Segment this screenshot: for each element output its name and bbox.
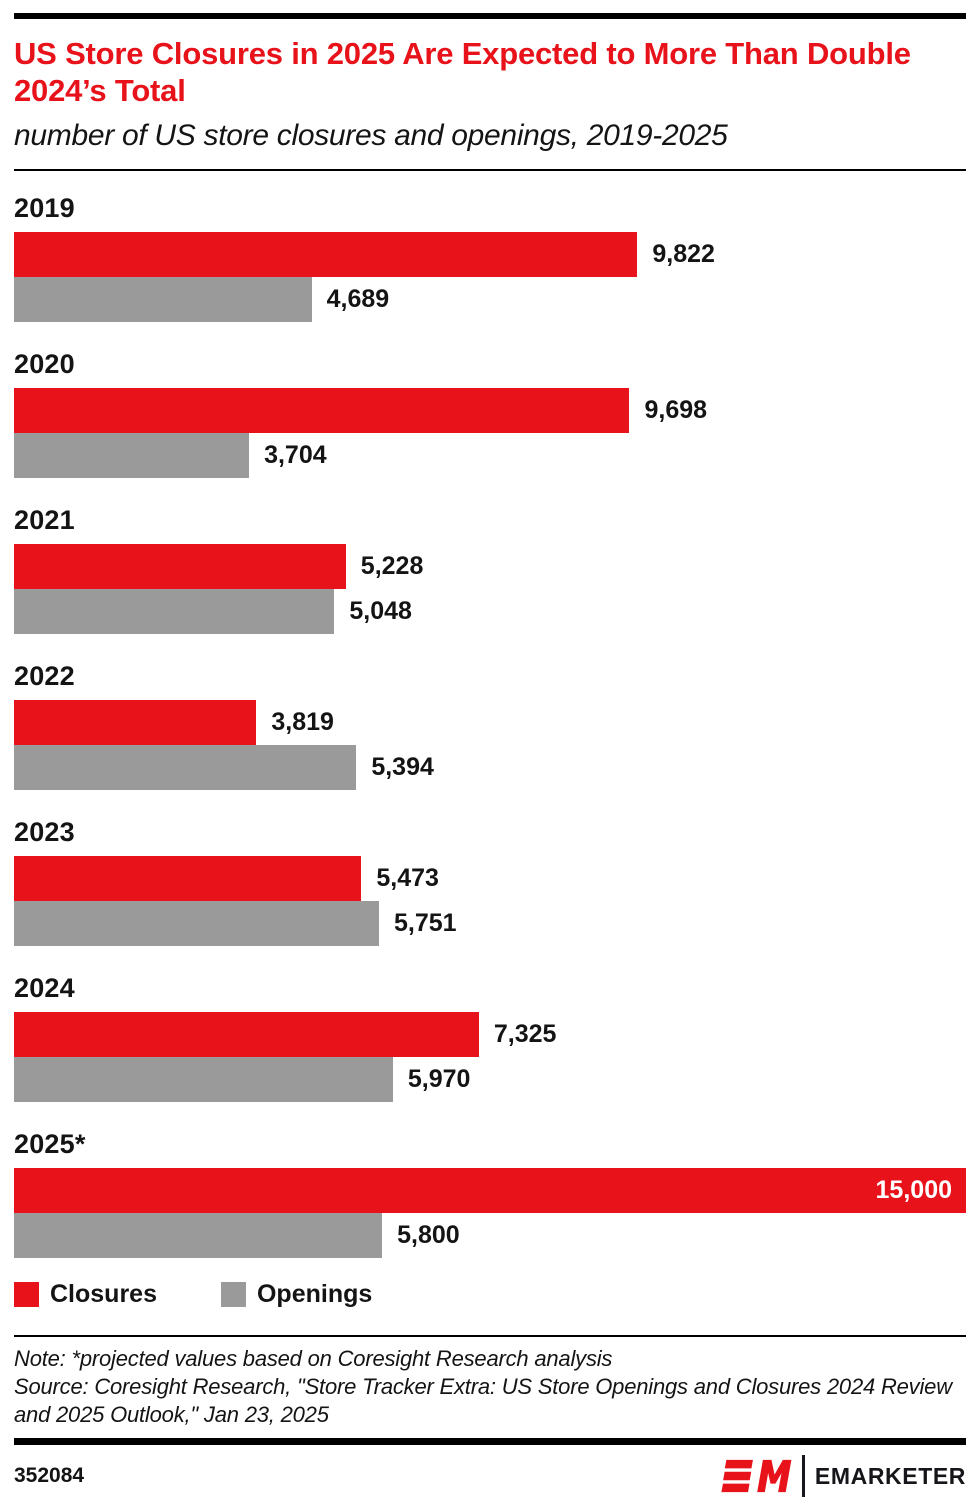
closures-value-label: 5,228 [360,552,424,580]
year-label: 2024 [14,973,75,1003]
chart-group-2025: 2025* 15,000 5,800 [14,1129,966,1258]
closures-bar [14,232,638,277]
closures-bar [14,544,346,589]
openings-bar-row: 4,689 [14,277,966,322]
openings-bar [14,1213,383,1258]
closures-bar-row: 5,473 [14,856,966,901]
footer-rule [14,1438,966,1445]
openings-bar-row: 5,970 [14,1057,966,1102]
openings-bar-row: 5,751 [14,901,966,946]
notes-divider [14,1335,966,1337]
year-label: 2025* [14,1129,86,1159]
chart-group-2021: 2021 5,228 5,048 [14,505,966,634]
closures-bar-row: 9,822 [14,232,966,277]
closures-bar-row: 5,228 [14,544,966,589]
openings-bar-row: 5,800 [14,1213,966,1258]
openings-value-label: 5,751 [393,909,457,937]
openings-value-label: 5,394 [371,753,434,781]
year-label: 2022 [14,661,75,691]
legend-label-openings: Openings [256,1280,373,1308]
year-label: 2021 [14,505,75,535]
chart-group-2019: 2019 9,822 4,689 [14,193,966,322]
closures-bar-row: 15,000 [14,1168,966,1213]
openings-swatch [220,1282,246,1307]
openings-bar [14,433,250,478]
closures-bar [14,856,362,901]
chart-group-2020: 2020 9,698 3,704 [14,349,966,478]
openings-bar [14,1057,393,1102]
openings-bar-row: 5,048 [14,589,966,634]
legend-item-closures: Closures [14,1280,157,1309]
bar-chart: 2019 9,822 4,689 2020 9,698 3,704 2021 5,228 5,0… [14,193,966,1258]
closures-value-label: 9,822 [652,240,715,268]
chart-title: US Store Closures in 2025 Are Expected t… [14,36,911,108]
legend-label-closures: Closures [50,1280,157,1308]
em-monogram-icon [721,1459,792,1493]
closures-bar [14,1012,479,1057]
openings-bar [14,589,335,634]
chart-group-2022: 2022 3,819 5,394 [14,661,966,790]
emarketer-logo: EMARKETER [710,1455,966,1497]
chart-group-2023: 2023 5,473 5,751 [14,817,966,946]
openings-value-label: 5,970 [407,1065,471,1093]
closures-bar [14,700,257,745]
openings-bar [14,901,379,946]
openings-value-label: 5,800 [397,1221,460,1249]
note-text: Note: *projected values based on Coresig… [14,1346,613,1371]
year-label: 2020 [14,349,75,379]
chart-legend: Closures Openings [14,1280,966,1309]
closures-value-label: 7,325 [493,1020,557,1048]
openings-value-label: 4,689 [326,285,390,313]
header-divider [14,169,966,171]
openings-value-label: 3,704 [264,441,327,469]
year-label: 2019 [14,193,75,223]
top-rule [14,13,966,19]
chart-group-2024: 2024 7,325 5,970 [14,973,966,1102]
closures-value-label: 9,698 [644,396,708,424]
closures-value-label: 5,473 [376,864,439,892]
openings-bar [14,277,312,322]
logo-divider [801,1455,805,1497]
closures-value-label: 3,819 [271,708,334,736]
chart-id: 352084 [14,1464,85,1487]
closures-value-label: 15,000 [875,1176,952,1204]
closures-bar-row: 7,325 [14,1012,966,1057]
year-label: 2023 [14,817,75,847]
closures-bar-row: 3,819 [14,700,966,745]
openings-bar-row: 3,704 [14,433,966,478]
brand-name: EMARKETER [814,1462,966,1489]
chart-subtitle: number of US store closures and openings… [14,119,728,152]
footer: 352084 EMARKETER [14,1455,966,1497]
openings-value-label: 5,048 [349,597,412,625]
closures-bar [14,388,630,433]
openings-bar-row: 5,394 [14,745,966,790]
closures-swatch [14,1282,39,1307]
closures-bar-row: 9,698 [14,388,966,433]
closures-bar: 15,000 [14,1168,966,1213]
notes-block: Note: *projected values based on Coresig… [14,1345,966,1429]
openings-bar [14,745,357,790]
legend-item-openings: Openings [220,1280,373,1309]
source-text: Source: Coresight Research, "Store Track… [14,1374,952,1427]
